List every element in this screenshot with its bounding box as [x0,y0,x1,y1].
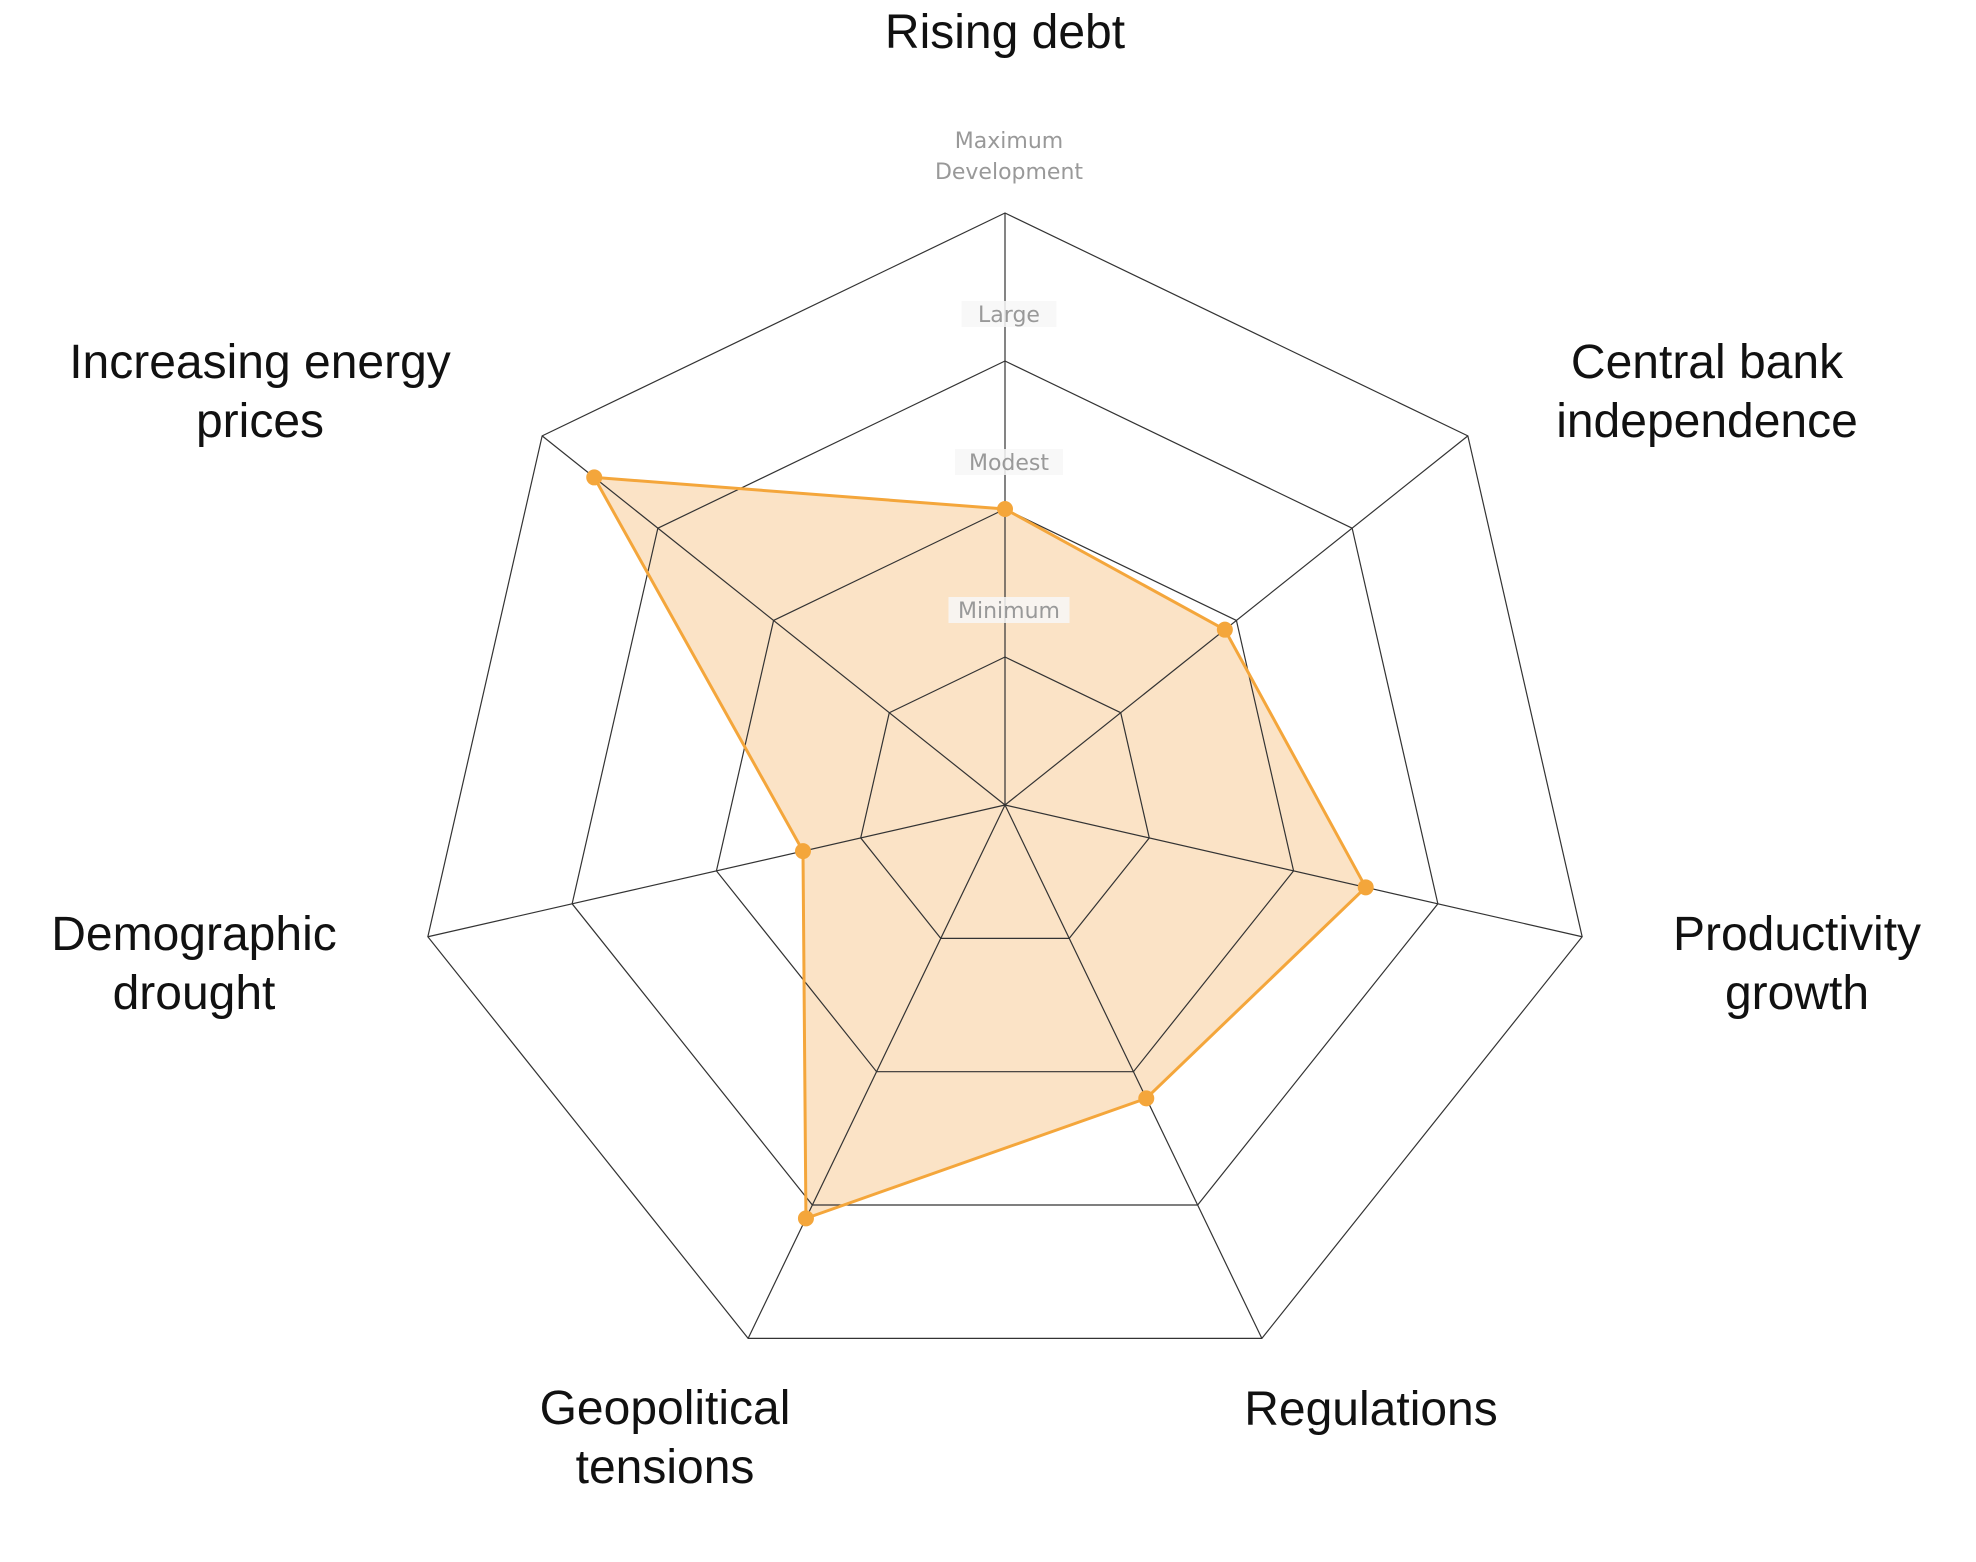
grid-spoke-5 [427,804,1006,938]
data-point-1 [1216,621,1233,638]
axis-label: Geopolitical [540,1382,791,1435]
grid-spoke-2 [1004,804,1583,938]
axis-label: Regulations [1244,1383,1498,1436]
grid-ring-4 [427,212,1583,1339]
data-point-4 [797,1210,814,1227]
axis-label: Productivity [1673,908,1921,961]
grid-spoke-6 [541,435,1006,806]
grid-ring-1 [860,656,1150,939]
axis-label: independence [1556,395,1858,448]
axis-label: Central bank [1571,336,1844,389]
tick-label: Maximum [955,129,1063,154]
series-area [594,477,1366,1219]
data-point-3 [1138,1090,1155,1107]
tick-label-bg [961,301,1057,327]
tick-label-bg [948,597,1070,623]
axis-label: drought [113,967,276,1020]
series-line [592,475,1368,1220]
axis-label: growth [1725,967,1869,1020]
axis-label: prices [196,395,324,448]
axis-label: Rising debt [885,6,1125,59]
grid-ring-3 [571,360,1439,1206]
grid-ring-2 [715,508,1295,1073]
tick-label-bg [955,449,1063,475]
axis-label: tensions [576,1441,755,1494]
axis-label: Demographic [51,908,336,961]
data-point-5 [794,843,811,860]
tick-label: Development [935,160,1083,185]
data-point-0 [997,501,1013,517]
tick-label: Modest [969,451,1049,476]
grid-spoke-4 [747,804,1006,1339]
tick-label: Minimum [958,599,1060,624]
grid-spoke-1 [1004,435,1469,806]
tick-label: Large [978,303,1040,328]
grid-spoke-3 [1004,804,1263,1339]
axis-label: Increasing energy [69,336,451,389]
data-point-6 [586,469,603,486]
data-point-2 [1357,879,1374,896]
